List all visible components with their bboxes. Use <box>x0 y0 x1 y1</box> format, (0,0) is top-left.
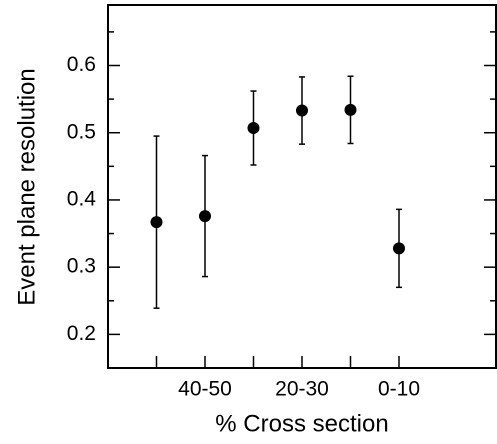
y-axis-label: Event plane resolution <box>13 68 40 306</box>
point <box>199 210 211 223</box>
point <box>393 242 405 255</box>
x-tick-label: 0-10 <box>378 378 420 401</box>
x-axis-label: % Cross section <box>215 410 388 437</box>
point <box>344 103 357 116</box>
point <box>247 122 260 135</box>
y-tick-label: 0.2 <box>67 322 96 345</box>
y-tick-label: 0.5 <box>67 120 96 143</box>
x-tick-label: 40-50 <box>178 378 232 401</box>
point <box>296 104 308 117</box>
y-tick-label: 0.6 <box>67 53 96 76</box>
point <box>150 216 163 229</box>
plot-frame <box>107 4 497 369</box>
x-tick-label: 20-30 <box>275 378 329 401</box>
y-tick-label: 0.4 <box>67 187 97 210</box>
y-tick-label: 0.3 <box>67 255 96 278</box>
